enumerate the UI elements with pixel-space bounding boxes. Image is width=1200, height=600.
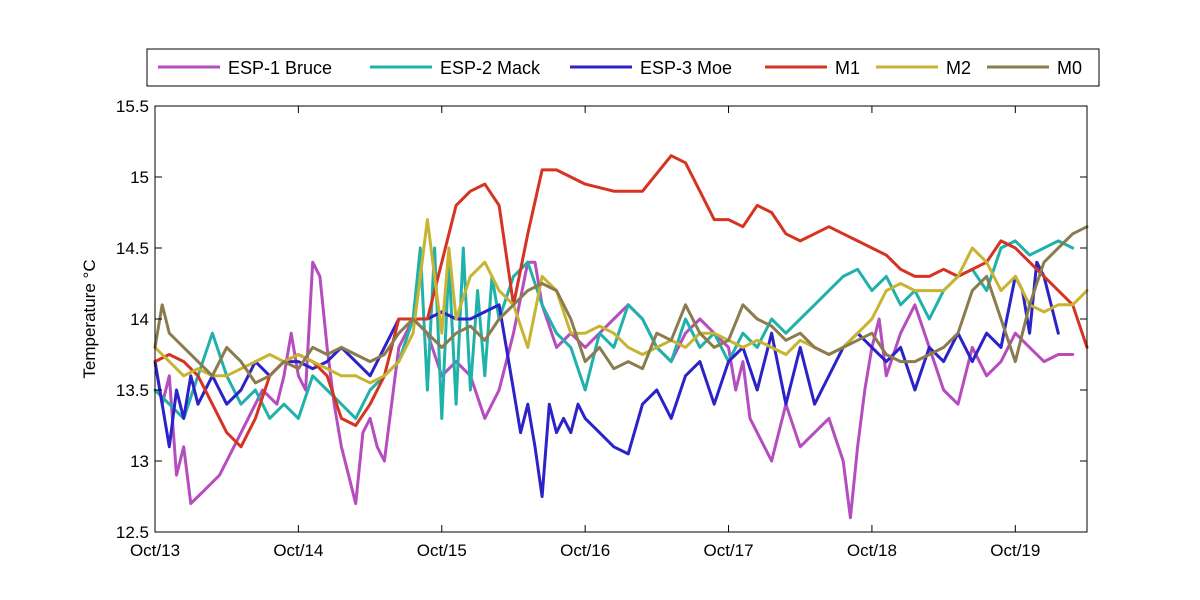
- x-tick-label: Oct/19: [990, 541, 1040, 560]
- series-line-1: [153, 260, 1075, 520]
- y-tick-label: 13: [130, 452, 149, 471]
- series-line-5: [153, 218, 1089, 385]
- y-tick-label: 14: [130, 310, 149, 329]
- legend-label: M1: [835, 58, 860, 78]
- x-tick-label: Oct/17: [703, 541, 753, 560]
- x-tick-label: Oct/15: [417, 541, 467, 560]
- x-tick-label: Oct/18: [847, 541, 897, 560]
- y-tick-label: 12.5: [116, 523, 149, 542]
- y-tick-label: 13.5: [116, 381, 149, 400]
- legend: ESP-1 Bruce ESP-2 Mack ESP-3 Moe M1 M2 M0: [146, 48, 1100, 87]
- x-tick-label: Oct/13: [130, 541, 180, 560]
- axes-layer: Oct/13 Oct/14 Oct/15 Oct/16 Oct/17 Oct/18 Oct/…: [116, 97, 1087, 560]
- y-tick-label: 15: [130, 168, 149, 187]
- x-tick-label: Oct/14: [273, 541, 323, 560]
- y-tick-label: 14.5: [116, 239, 149, 258]
- legend-label: M2: [946, 58, 971, 78]
- y-tick-label: 15.5: [116, 97, 149, 116]
- series-layer: [153, 154, 1089, 520]
- y-axis-label: Temperature °C: [80, 259, 99, 378]
- x-tick-label: Oct/16: [560, 541, 610, 560]
- series-line-6: [153, 225, 1089, 385]
- legend-label: ESP-2 Mack: [440, 58, 541, 78]
- legend-label: ESP-3 Moe: [640, 58, 732, 78]
- legend-label: M0: [1057, 58, 1082, 78]
- series-line-2: [153, 239, 1075, 420]
- legend-label: ESP-1 Bruce: [228, 58, 332, 78]
